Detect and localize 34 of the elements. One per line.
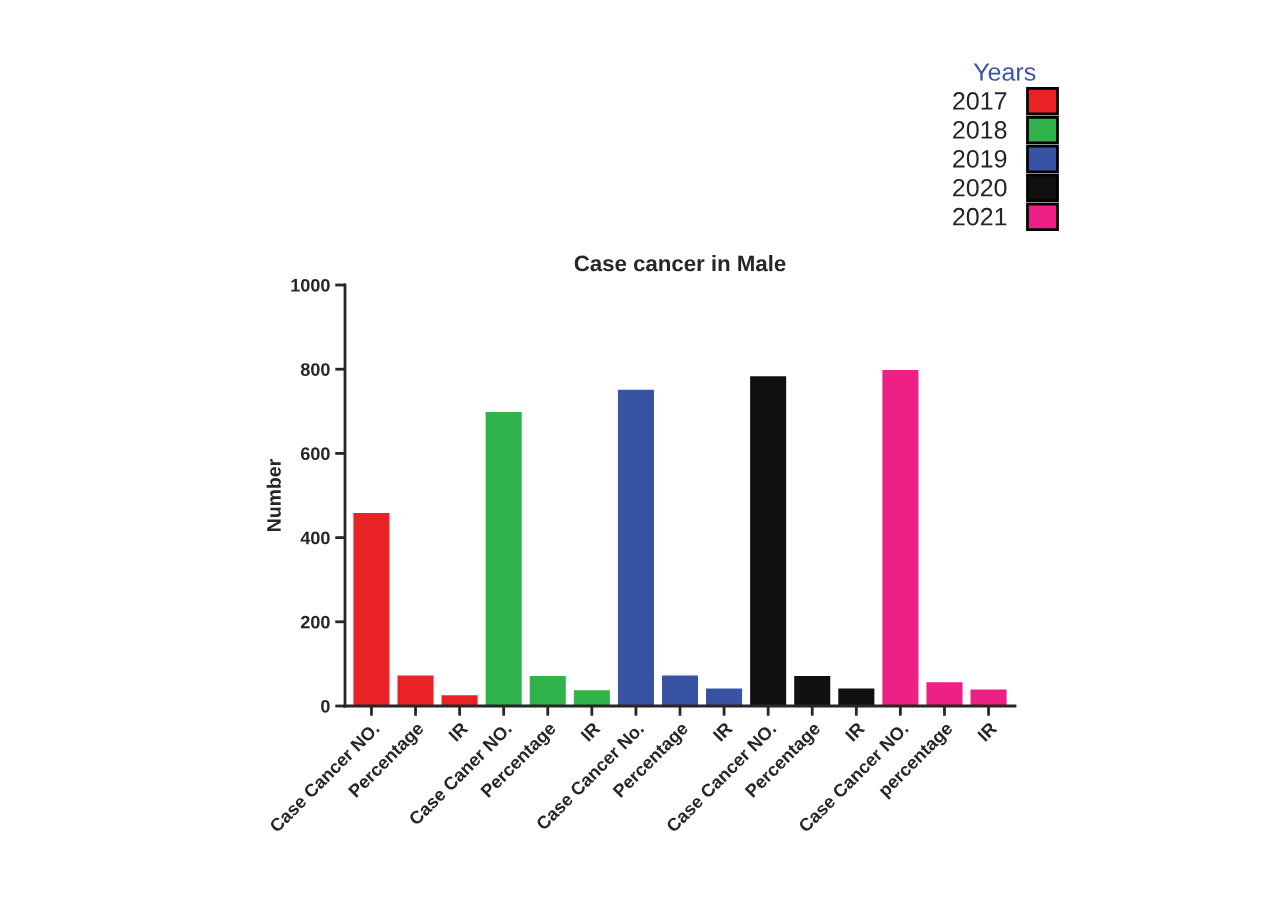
bar bbox=[352, 511, 391, 706]
bar bbox=[836, 687, 876, 706]
y-tick-label: 1000 bbox=[291, 278, 330, 292]
y-tick-label: 400 bbox=[300, 531, 330, 545]
y-axis-title: Number bbox=[266, 459, 281, 531]
y-tick-label: 800 bbox=[300, 363, 330, 376]
bar bbox=[484, 410, 524, 706]
y-tick-label: 600 bbox=[300, 447, 330, 461]
bar bbox=[880, 368, 920, 706]
bar bbox=[925, 680, 964, 706]
bar bbox=[969, 688, 1008, 706]
legend-label: 2018 bbox=[953, 121, 1007, 139]
y-tick-label: 0 bbox=[321, 699, 330, 713]
bar bbox=[572, 688, 612, 706]
legend-label: 2021 bbox=[953, 207, 1007, 226]
legend-label: 2017 bbox=[953, 92, 1007, 110]
bar bbox=[528, 674, 568, 706]
x-tick-label: IR bbox=[977, 721, 998, 742]
legend-label: 2020 bbox=[953, 178, 1007, 197]
bar bbox=[704, 687, 744, 706]
bar bbox=[396, 674, 435, 706]
bar bbox=[660, 674, 700, 706]
legend-label: 2019 bbox=[953, 149, 1007, 168]
bar bbox=[748, 374, 788, 706]
x-tick-label: IR bbox=[712, 721, 734, 742]
bar bbox=[440, 693, 480, 706]
x-tick-label: IR bbox=[844, 721, 866, 742]
x-tick-label: IR bbox=[580, 721, 601, 742]
bar bbox=[616, 388, 656, 706]
chart-title: Case cancer in Male bbox=[574, 255, 786, 272]
y-tick-label: 200 bbox=[300, 615, 330, 629]
bar bbox=[792, 674, 832, 706]
x-tick-label: IR bbox=[448, 721, 469, 742]
legend-title: Years bbox=[973, 63, 1036, 81]
